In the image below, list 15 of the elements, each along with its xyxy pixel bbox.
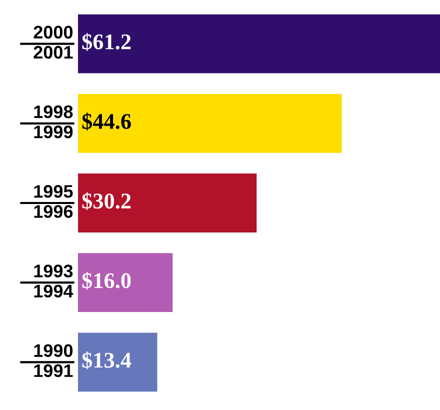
data-label: $30.2 <box>82 192 131 210</box>
y-tick-label: 1993 1994 <box>34 264 74 298</box>
y-tick-label: 1990 1991 <box>34 344 73 378</box>
y-tick-label: 1995 1996 <box>34 185 73 218</box>
data-label: $61.2 <box>82 33 131 51</box>
y-tick-label: 2000 2001 <box>34 26 73 59</box>
data-label: $44.6 <box>82 112 131 130</box>
y-tick-label: 1998 1999 <box>34 105 73 138</box>
data-label: $16.0 <box>82 272 131 290</box>
bar <box>78 253 173 312</box>
bar <box>78 174 257 232</box>
bar <box>78 332 158 392</box>
data-label: $13.4 <box>82 351 132 370</box>
bar <box>78 14 440 74</box>
bar <box>78 94 342 153</box>
